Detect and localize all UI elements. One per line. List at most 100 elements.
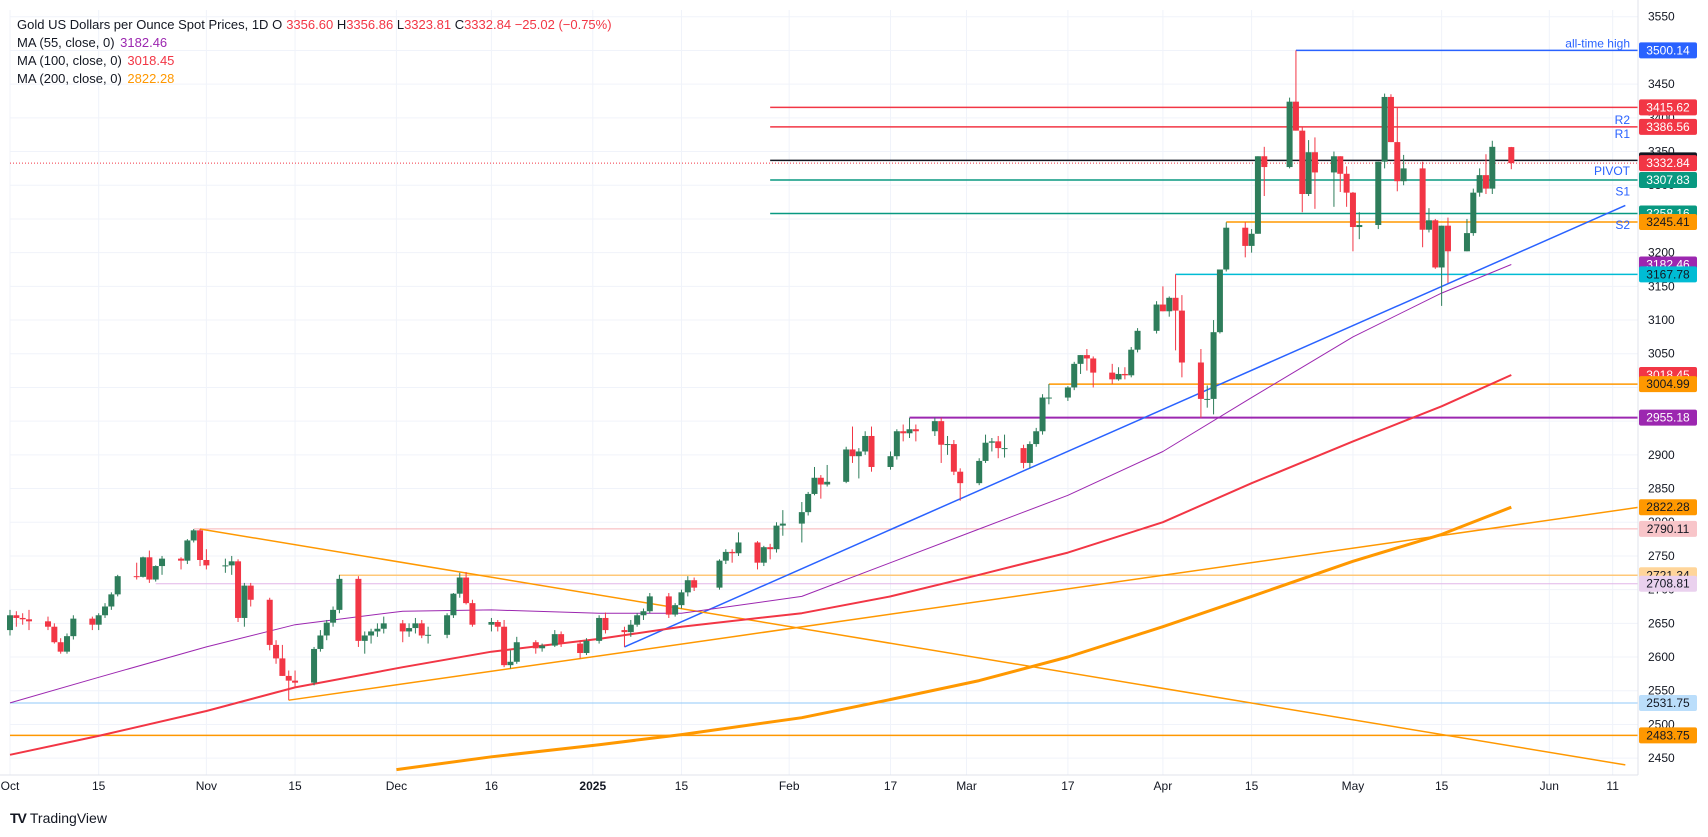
candle: [760, 545, 767, 567]
candle: [672, 603, 679, 617]
candle: [957, 468, 964, 501]
candle: [1508, 146, 1515, 170]
price-label: 3245.41: [1639, 214, 1697, 231]
candle-body: [469, 603, 476, 625]
candle: [70, 615, 77, 640]
moving-average-line: [9, 374, 1512, 756]
candle-body: [1508, 147, 1515, 164]
candle-body: [1400, 168, 1407, 182]
candle-body: [140, 557, 147, 577]
time-tick-label: May: [1342, 779, 1365, 793]
candle-body: [13, 615, 20, 618]
trend-line: [624, 204, 1626, 648]
candle-body: [1438, 225, 1445, 268]
candle-body: [336, 578, 343, 610]
candle-body: [944, 444, 951, 446]
candle: [1470, 188, 1477, 236]
time-tick-label: Feb: [779, 779, 800, 793]
candle: [108, 592, 115, 610]
price-tick-label: 3050: [1648, 347, 1675, 361]
candle: [767, 543, 774, 560]
time-tick-label: Mar: [956, 779, 977, 793]
candle-body: [178, 558, 185, 561]
price-label-text: 3332.84: [1646, 156, 1690, 170]
candle-body: [197, 530, 204, 560]
candle-body: [1064, 387, 1071, 398]
trend-line: [288, 506, 1639, 701]
candle-body: [1330, 156, 1337, 173]
candle-body: [184, 540, 191, 561]
candle: [982, 434, 989, 463]
candle-body: [368, 631, 375, 636]
candle-body: [1134, 330, 1141, 350]
candle: [583, 638, 590, 656]
price-label: 2531.75: [1639, 695, 1697, 712]
candle: [412, 617, 419, 634]
candle: [152, 565, 159, 582]
candle: [266, 597, 273, 651]
price-tick-label: 2750: [1648, 549, 1675, 563]
price-label-bg: [1639, 42, 1697, 59]
legend-ma100[interactable]: MA (100, close, 0) 3018.45: [17, 53, 175, 68]
candle-body: [716, 560, 723, 588]
candle: [1248, 229, 1255, 253]
price-label-text: 2483.75: [1646, 728, 1690, 742]
candle-body: [1305, 152, 1312, 195]
candle-body: [222, 565, 229, 567]
candle: [380, 616, 387, 634]
candle: [1356, 212, 1363, 240]
candle-body: [558, 634, 565, 644]
candle-body: [982, 442, 989, 461]
ohlc-high: H3356.86: [336, 17, 394, 32]
candle: [811, 466, 818, 496]
ohlc-close: C3332.84: [454, 17, 512, 32]
candle-body: [729, 551, 736, 554]
candle: [938, 417, 945, 463]
candle: [944, 435, 951, 455]
candle-body: [805, 493, 812, 513]
candle-body: [1381, 96, 1388, 162]
candle-body: [906, 429, 913, 434]
price-label: 3386.56: [1639, 118, 1697, 135]
candle: [1463, 218, 1470, 252]
candle-body: [70, 618, 77, 637]
candle: [887, 451, 894, 470]
time-tick-label: 15: [92, 779, 106, 793]
candle: [241, 582, 248, 627]
candle: [1216, 269, 1223, 334]
price-label-text: 2822.28: [1646, 500, 1690, 514]
candle-body: [1349, 192, 1356, 228]
tradingview-brand[interactable]: TV TradingView: [10, 810, 107, 826]
candle: [146, 550, 153, 583]
moving-average-line: [396, 505, 1512, 772]
price-tick-label: 3550: [1648, 10, 1675, 24]
price-label-text: 3415.62: [1646, 100, 1690, 114]
candle-body: [494, 622, 501, 627]
price-label-bg: [1639, 575, 1697, 592]
candle: [1444, 217, 1451, 283]
candle: [13, 611, 20, 627]
candle: [285, 670, 292, 701]
candle: [1438, 225, 1445, 306]
legend-ma55[interactable]: MA (55, close, 0) 3182.46: [17, 35, 168, 50]
legend-main-row: Gold US Dollars per Ounce Spot Prices, 1…: [17, 16, 612, 34]
candle: [843, 446, 850, 484]
candle: [45, 616, 52, 631]
price-label-bg: [1639, 155, 1697, 172]
time-tick-label: 15: [1435, 779, 1449, 793]
candle: [323, 619, 330, 641]
candle: [855, 448, 862, 479]
candle: [361, 631, 368, 654]
time-axis[interactable]: Oct 15 Nov 15 Dec 16 2025 15 Feb 17 Mar 17 Apr 15 May 1…: [0, 774, 1638, 793]
candle-body: [425, 634, 432, 636]
candle-body: [1470, 192, 1477, 234]
legend-ma200[interactable]: MA (200, close, 0) 2822.28: [17, 71, 175, 86]
candle: [178, 557, 185, 570]
candle: [456, 572, 463, 598]
candle-body: [323, 622, 330, 636]
candle-body: [361, 635, 368, 641]
time-tick-label: Apr: [1154, 779, 1173, 793]
candle: [1387, 94, 1394, 143]
candle: [602, 612, 609, 634]
